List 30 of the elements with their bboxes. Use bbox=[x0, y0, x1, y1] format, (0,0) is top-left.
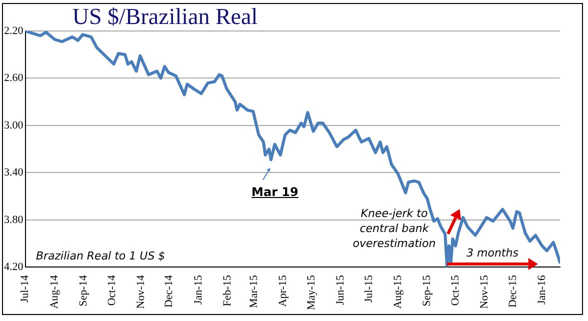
x-tick-label: Jan-16 bbox=[536, 274, 548, 304]
x-tick-label: Sep-15 bbox=[421, 274, 434, 306]
x-tick-label: Oct-14 bbox=[106, 274, 118, 306]
x-tick-label: Nov-15 bbox=[478, 274, 491, 309]
x-tick-label: Jul-14 bbox=[19, 274, 32, 303]
x-tick-label: Jun-15 bbox=[334, 274, 347, 306]
x-tick-label: Mar-15 bbox=[248, 274, 260, 308]
annotation: 3 months bbox=[466, 246, 519, 260]
x-tick-label: Oct-15 bbox=[449, 274, 462, 306]
x-tick-label: Sep-14 bbox=[78, 274, 90, 306]
y-tick-label: 4.20 bbox=[4, 261, 24, 274]
annotation: Knee-jerk to central bank overestimation bbox=[352, 207, 436, 250]
x-tick-label: Jan-15 bbox=[192, 274, 204, 304]
x-tick-label: Apr-15 bbox=[277, 274, 290, 307]
x-tick-label: Dec-15 bbox=[506, 274, 519, 308]
annotation: Brazilian Real to 1 US $ bbox=[36, 249, 166, 262]
x-tick-label: Feb-15 bbox=[222, 274, 234, 306]
annotation: Mar 19 bbox=[252, 184, 298, 199]
y-tick-label: 3.40 bbox=[4, 166, 24, 179]
x-tick-label: May-15 bbox=[305, 274, 318, 310]
x-tick-label: Dec-14 bbox=[163, 274, 176, 308]
x-tick-label: Aug-15 bbox=[392, 274, 404, 309]
x-tick-label: Aug-14 bbox=[48, 274, 60, 309]
y-tick-label: 2.20 bbox=[4, 24, 24, 37]
y-tick-label: 3.00 bbox=[4, 119, 24, 132]
y-tick-label: 3.80 bbox=[4, 214, 24, 226]
chart-title: US $/Brazilian Real bbox=[72, 4, 258, 30]
y-tick-label: 2.60 bbox=[4, 72, 24, 84]
x-tick-label: Jul-15 bbox=[362, 274, 375, 303]
x-tick-label: Nov-14 bbox=[134, 274, 147, 309]
